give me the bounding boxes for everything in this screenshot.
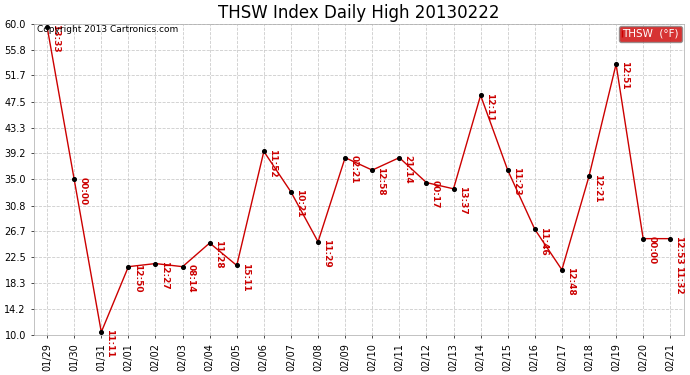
Text: Copyright 2013 Cartronics.com: Copyright 2013 Cartronics.com (37, 25, 178, 34)
Point (448, 186, 459, 192)
Text: 00:17: 00:17 (431, 180, 440, 208)
Point (258, 148, 269, 154)
Text: 10:21: 10:21 (295, 189, 304, 217)
Text: 21:14: 21:14 (404, 155, 413, 184)
Text: 11:52: 11:52 (268, 148, 277, 177)
Text: 11:11: 11:11 (106, 329, 115, 358)
Point (475, 92, 486, 98)
Point (611, 61, 622, 67)
Text: 00:00: 00:00 (647, 236, 656, 264)
Text: 11:23: 11:23 (512, 167, 521, 196)
Text: 12:58: 12:58 (377, 167, 386, 196)
Point (584, 173, 595, 179)
Point (231, 262, 242, 268)
Text: 11:46: 11:46 (539, 226, 548, 255)
Title: THSW Index Daily High 20130222: THSW Index Daily High 20130222 (218, 4, 500, 22)
Point (286, 189, 297, 195)
Point (394, 154, 405, 160)
Point (313, 239, 324, 245)
Text: 12:48: 12:48 (566, 267, 575, 296)
Point (556, 267, 567, 273)
Text: 11:29: 11:29 (322, 239, 331, 268)
Text: 12:50: 12:50 (132, 264, 141, 292)
Point (69, 177, 80, 183)
Text: 08:14: 08:14 (187, 264, 196, 292)
Point (41, 24, 52, 30)
Text: 12:53: 12:53 (674, 236, 683, 264)
Point (339, 154, 351, 160)
Point (177, 264, 188, 270)
Point (366, 167, 377, 173)
Text: 02:21: 02:21 (349, 155, 358, 183)
Text: 12:21: 12:21 (593, 174, 602, 202)
Text: 11:32: 11:32 (674, 266, 683, 295)
Point (502, 167, 513, 173)
Point (638, 236, 649, 242)
Point (123, 264, 134, 270)
Text: 13:37: 13:37 (457, 186, 466, 215)
Text: 12:27: 12:27 (159, 261, 168, 290)
Text: 15:11: 15:11 (241, 262, 250, 291)
Text: 11:28: 11:28 (214, 240, 223, 269)
Legend: THSW  (°F): THSW (°F) (619, 26, 682, 42)
Point (664, 236, 676, 242)
Point (529, 226, 540, 232)
Point (421, 180, 432, 186)
Text: 12:11: 12:11 (485, 93, 494, 121)
Text: 13:33: 13:33 (51, 24, 60, 52)
Point (204, 240, 215, 246)
Point (150, 261, 161, 267)
Point (96, 329, 107, 335)
Text: 12:51: 12:51 (620, 62, 629, 90)
Text: 00:00: 00:00 (79, 177, 88, 205)
